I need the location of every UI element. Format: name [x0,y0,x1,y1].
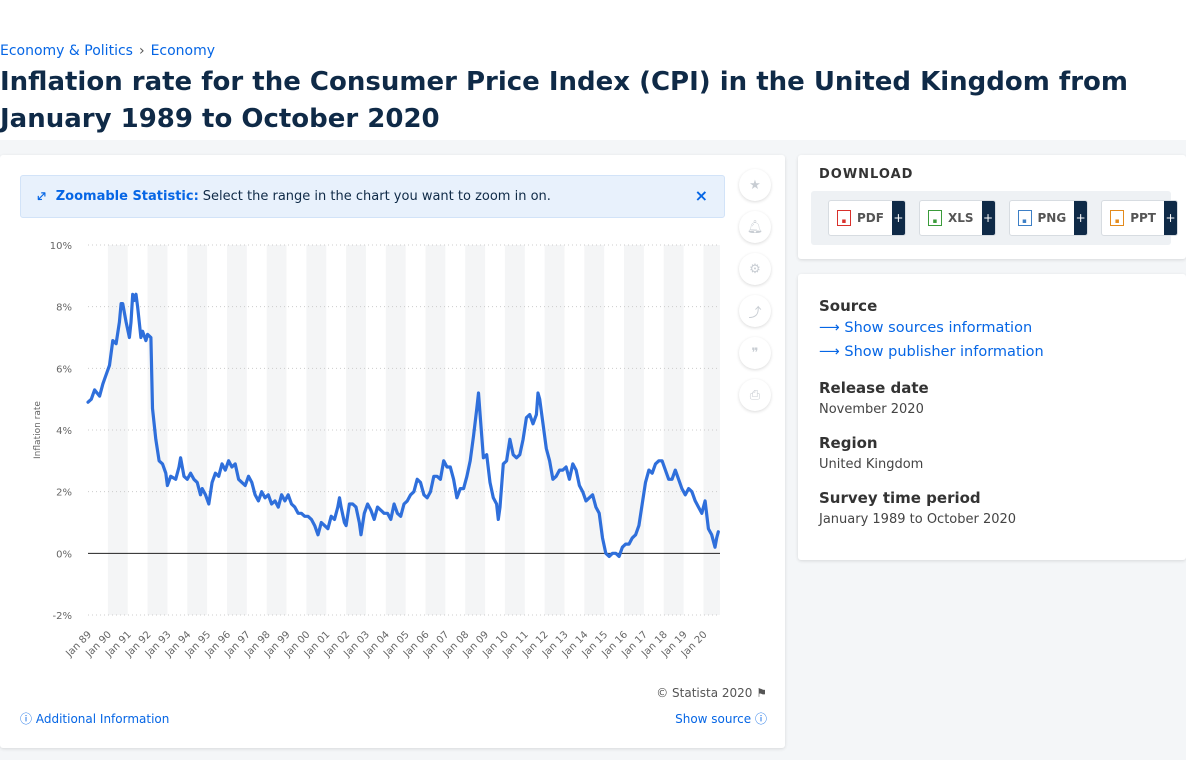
year-band [107,245,128,615]
y-tick-label: 10% [50,241,72,252]
download-ppt-button[interactable]: ▪ PPT + [1101,200,1178,236]
show-sources-label: Show sources information [844,320,1033,336]
notification-button[interactable]: 🔔︎ [739,211,771,243]
survey-period-value: January 1989 to October 2020 [819,512,1017,527]
zoom-banner: ↕ Zoomable Statistic: Select the range i… [20,175,725,218]
download-ppt-main[interactable]: ▪ PPT [1102,201,1164,235]
download-pdf-main[interactable]: ▪ PDF [829,201,892,235]
download-xls-plus[interactable]: + [981,201,995,235]
show-publisher-label: Show publisher information [844,344,1044,360]
breadcrumb-item-economy[interactable]: Economy [150,43,216,59]
page-title: Inflation rate for the Consumer Price In… [0,67,1128,134]
additional-information-link[interactable]: ⓘ Additional Information [20,710,169,727]
show-publisher-link[interactable]: ⟶ Show publisher information [819,344,1044,360]
year-band [385,245,406,615]
png-file-icon: ▪ [1017,210,1032,226]
info-circle-icon: ⓘ [754,712,767,726]
year-band [663,245,684,615]
y-tick-label: 4% [56,426,72,437]
header-background [0,0,1186,140]
additional-information-label: Additional Information [35,712,170,726]
region-label: Region [819,434,878,452]
gear-icon: ⚙ [749,261,761,277]
copyright-text: © Statista 2020 ⚑ [656,686,767,700]
close-icon[interactable]: × [694,186,708,205]
download-png-label: PNG [1037,211,1067,225]
zoom-banner-text: Select the range in the chart you want t… [202,189,551,204]
y-tick-label: 0% [56,549,72,560]
y-axis-label: Inflation rate [33,401,43,459]
pdf-file-icon: ▪ [837,210,851,226]
year-band [147,245,168,615]
y-tick-label: -2% [53,611,72,622]
chart-toolbar: ★ 🔔︎ ⚙ ⤴ ❞ ⎙ [739,169,771,411]
download-pdf-plus[interactable]: + [891,201,905,235]
breadcrumb-item-economy-politics[interactable]: Economy & Politics [0,43,133,59]
download-xls-main[interactable]: ▪ XLS [920,201,982,235]
print-icon: ⎙ [749,387,761,403]
release-date-value: November 2020 [819,402,924,417]
bell-icon: 🔔︎ [746,219,764,235]
settings-button[interactable]: ⚙ [739,253,771,285]
share-icon: ⤴ [748,305,762,321]
chart-card: ↕ Zoomable Statistic: Select the range i… [0,155,785,748]
show-source-link[interactable]: Show source ⓘ [675,710,767,727]
download-ppt-plus[interactable]: + [1163,201,1177,235]
download-buttons: ▪ PDF + ▪ XLS + ▪ PNG + ▪ PPT + [811,191,1178,245]
download-xls-button[interactable]: ▪ XLS + [918,200,996,236]
download-pdf-label: PDF [857,211,884,225]
share-button[interactable]: ⤴ [739,295,771,327]
download-png-main[interactable]: ▪ PNG [1010,201,1075,235]
breadcrumb-separator: › [138,43,145,59]
release-date-label: Release date [819,379,929,397]
flag-icon[interactable]: ⚑ [756,686,767,700]
info-card: Source ⟶ Show sources information ⟶ Show… [798,274,1186,560]
print-button[interactable]: ⎙ [739,379,771,411]
year-band [584,245,605,615]
year-band [504,245,525,615]
year-band [544,245,565,615]
survey-period-label: Survey time period [819,489,981,507]
region-value: United Kingdom [819,457,924,472]
star-icon: ★ [749,177,761,193]
ppt-file-icon: ▪ [1110,210,1125,226]
show-source-label: Show source [675,712,752,726]
info-circle-icon: ⓘ [20,712,33,726]
y-tick-label: 2% [56,488,72,499]
download-png-plus[interactable]: + [1074,201,1088,235]
breadcrumb: Economy & Politics › Economy [0,43,215,59]
xls-file-icon: ▪ [927,210,942,226]
y-tick-label: 8% [56,303,72,314]
download-title: DOWNLOAD [819,167,914,182]
source-label: Source [819,297,878,315]
year-band [425,245,446,615]
download-png-button[interactable]: ▪ PNG + [1008,200,1089,236]
zoom-banner-title: Zoomable Statistic: [55,189,199,204]
arrow-right-icon: ⟶ [819,344,840,360]
quote-icon: ❞ [751,345,759,361]
year-band [187,245,208,615]
download-pdf-button[interactable]: ▪ PDF + [828,200,906,236]
copyright-label: © Statista 2020 [656,686,753,700]
show-sources-link[interactable]: ⟶ Show sources information [819,320,1032,336]
download-ppt-label: PPT [1130,211,1156,225]
download-card: DOWNLOAD ▪ PDF + ▪ XLS + ▪ PNG + ▪ [798,155,1186,259]
year-band [703,245,720,615]
download-xls-label: XLS [947,211,974,225]
cite-button[interactable]: ❞ [739,337,771,369]
y-tick-label: 6% [56,364,72,375]
arrow-right-icon: ⟶ [819,320,840,336]
favorite-button[interactable]: ★ [739,169,771,201]
series-line [86,292,720,558]
